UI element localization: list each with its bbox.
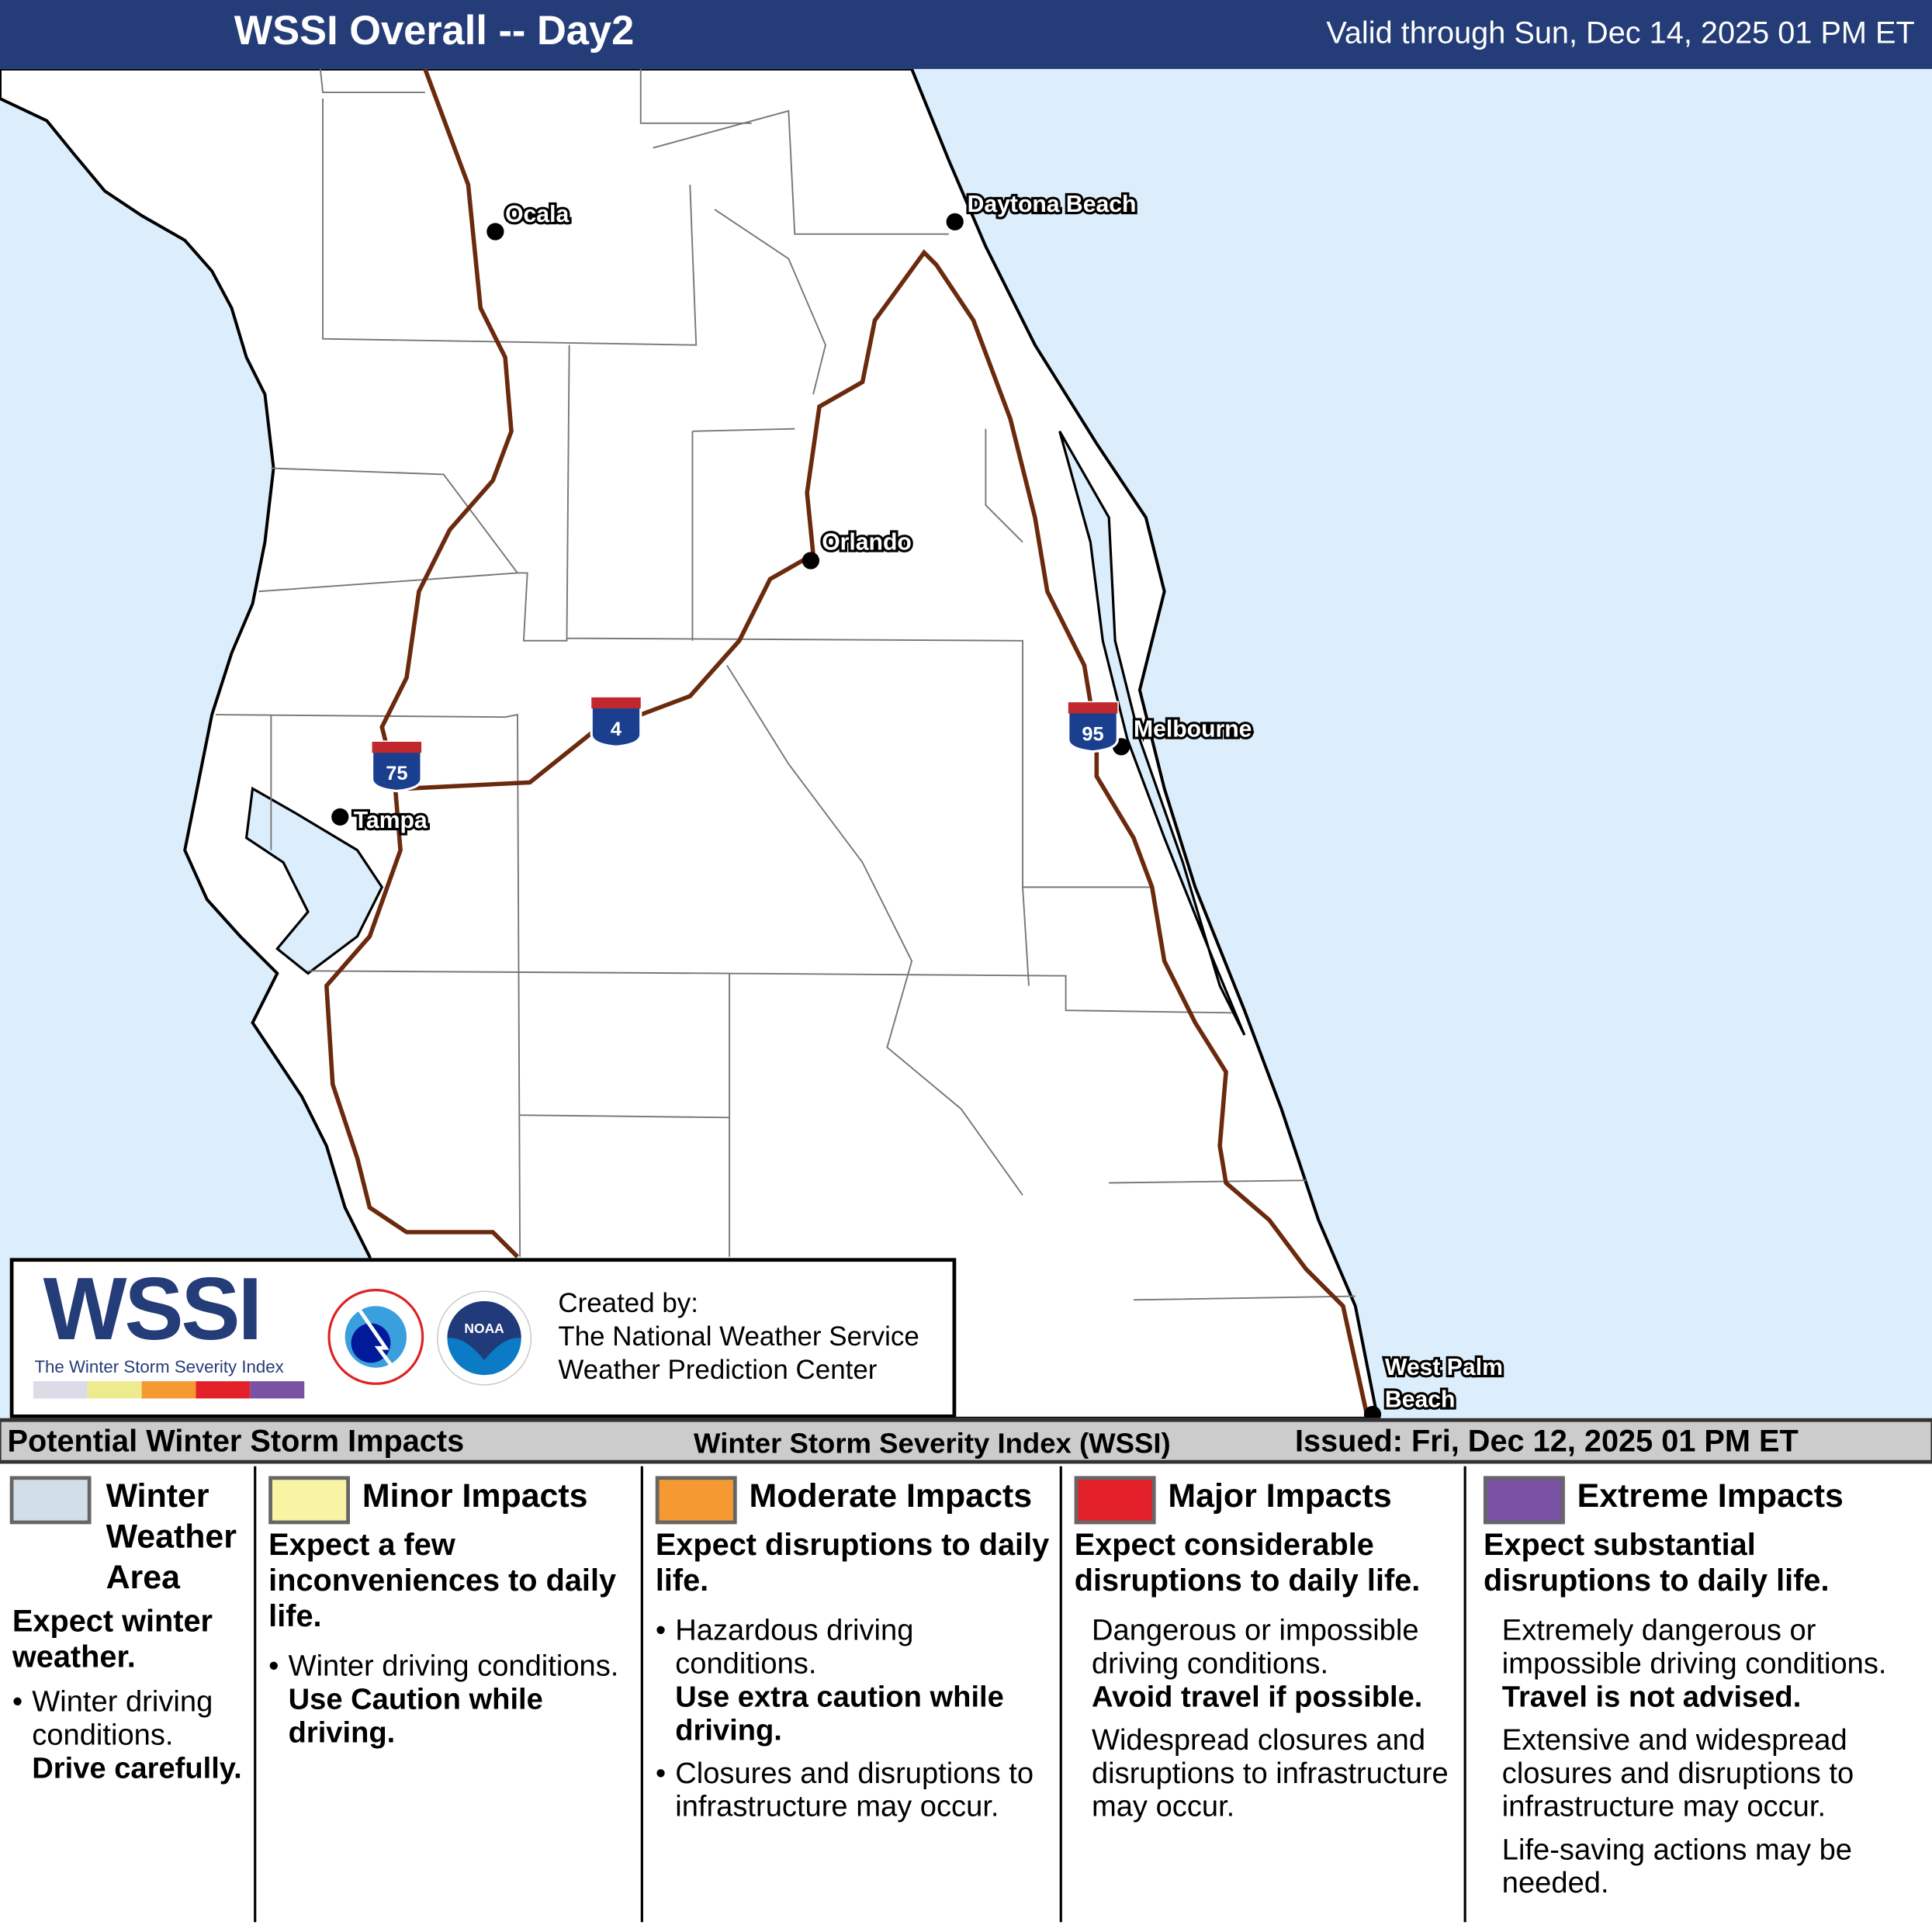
shield-i75-icon: 75: [370, 740, 423, 793]
swatch-minor: [268, 1476, 350, 1525]
nws-logo-icon: [327, 1289, 424, 1385]
legend-major: Major Impacts Expect considerable disrup…: [1062, 1464, 1464, 1927]
city-label-daytona-beach: Daytona Beach: [968, 192, 1137, 217]
swatch-moderate: [655, 1476, 737, 1525]
swatch-extreme: [1483, 1476, 1565, 1525]
legend-bullet: Hazardous driving conditions.: [675, 1614, 914, 1681]
legend-title: Extreme Impacts: [1577, 1477, 1844, 1515]
legend-bullet: Winter driving conditions.: [32, 1685, 213, 1753]
index-name: Winter Storm Severity Index (WSSI): [694, 1426, 1171, 1459]
legend-bold: Travel is not advised.: [1501, 1681, 1802, 1714]
city-label-melbourne: Melbourne: [1134, 717, 1252, 743]
legend-extreme: Extreme Impacts Expect substantial disru…: [1466, 1464, 1932, 1927]
legend-title: Moderate Impacts: [749, 1477, 1033, 1515]
issued-time: Issued: Fri, Dec 12, 2025 01 PM ET: [1294, 1424, 1799, 1459]
shield-i95-icon: 95: [1067, 701, 1119, 753]
city-label-beach: Beach: [1385, 1387, 1456, 1413]
legend-bullet: Winter driving conditions.: [288, 1650, 619, 1684]
legend-title: Winter Weather Area: [106, 1477, 237, 1596]
legend-bold: Use Caution while driving.: [288, 1683, 543, 1750]
florida-map: Ocala Daytona Beach Orlando Melbourne Ta…: [0, 68, 1932, 1418]
legend-moderate: Moderate Impacts Expect disruptions to d…: [643, 1464, 1060, 1927]
legend-text-3: Life-saving actions may be needed.: [1501, 1833, 1853, 1900]
legend-lead: Expect disruptions to daily life.: [655, 1528, 1050, 1598]
land: [0, 68, 1380, 1418]
city-label-orlando: Orlando: [822, 529, 912, 555]
map-title: WSSI Overall -- Day2: [234, 7, 635, 54]
noaa-logo-icon: NOAA: [436, 1290, 532, 1386]
county-lines: [215, 68, 1356, 1301]
city-markers: [331, 213, 1382, 1418]
legend-lead: Expect a few inconveniences to daily lif…: [268, 1528, 617, 1634]
noaa-logo-text: NOAA: [464, 1321, 504, 1336]
legend-bold: Avoid travel if possible.: [1091, 1681, 1423, 1714]
wssi-logo: WSSI: [43, 1260, 263, 1359]
interstate-4: [406, 249, 1099, 791]
city-label-ocala: Ocala: [505, 202, 569, 227]
header-bar: WSSI Overall -- Day2 Valid through Sun, …: [0, 0, 1932, 69]
legend-title-strip: Potential Winter Storm Impacts Winter St…: [0, 1418, 1932, 1464]
city-label-west-palm: West Palm: [1385, 1355, 1503, 1380]
created-by: Created by:: [558, 1287, 698, 1319]
shield-label: 95: [1082, 723, 1103, 745]
legend-text: Extremely dangerous or impossible drivin…: [1501, 1614, 1887, 1681]
legend-lead: Expect winter weather.: [12, 1604, 213, 1675]
org-wpc: Weather Prediction Center: [558, 1354, 878, 1385]
valid-time: Valid through Sun, Dec 14, 2025 01 PM ET: [1326, 16, 1915, 51]
swatch-major: [1074, 1476, 1156, 1525]
tampa-bay: [244, 786, 384, 975]
org-nws: The National Weather Service: [558, 1321, 919, 1352]
legend-bullet-2: Closures and disruptions to infrastructu…: [675, 1757, 1034, 1824]
city-label-tampa: Tampa: [354, 808, 428, 833]
impact-legend: Winter Weather Area Expect winter weathe…: [0, 1463, 1932, 1932]
legend-heading: Potential Winter Storm Impacts: [7, 1424, 465, 1459]
legend-title: Major Impacts: [1168, 1477, 1392, 1515]
swatch-winter: [9, 1476, 92, 1525]
legend-bold: Drive carefully.: [32, 1752, 242, 1786]
shield-label: 75: [386, 763, 407, 784]
shield-i4-icon: 4: [590, 696, 642, 748]
interstate-95: [1094, 739, 1370, 1418]
credit-text: Created by: The National Weather Service…: [558, 1286, 919, 1387]
lagoon: [1058, 431, 1246, 1036]
wssi-logo-subtitle: The Winter Storm Severity Index: [34, 1356, 284, 1376]
wssi-color-bar: [33, 1381, 305, 1399]
legend-text: Dangerous or impossible driving conditio…: [1091, 1614, 1419, 1681]
shield-label: 4: [611, 718, 621, 740]
legend-lead: Expect substantial disruptions to daily …: [1483, 1528, 1830, 1598]
legend-text-2: Widespread closures and disruptions to i…: [1091, 1723, 1449, 1824]
legend-minor: Minor Impacts Expect a few inconvenience…: [256, 1464, 640, 1927]
legend-title: Minor Impacts: [362, 1477, 588, 1515]
legend-lead: Expect considerable disruptions to daily…: [1074, 1528, 1421, 1598]
legend-bold: Use extra caution while driving.: [675, 1681, 1004, 1747]
legend-winter-weather-area: Winter Weather Area Expect winter weathe…: [0, 1464, 254, 1927]
legend-text-2: Extensive and widespread closures and di…: [1501, 1723, 1854, 1824]
credit-box: WSSI The Winter Storm Severity Index NOA…: [9, 1258, 957, 1418]
